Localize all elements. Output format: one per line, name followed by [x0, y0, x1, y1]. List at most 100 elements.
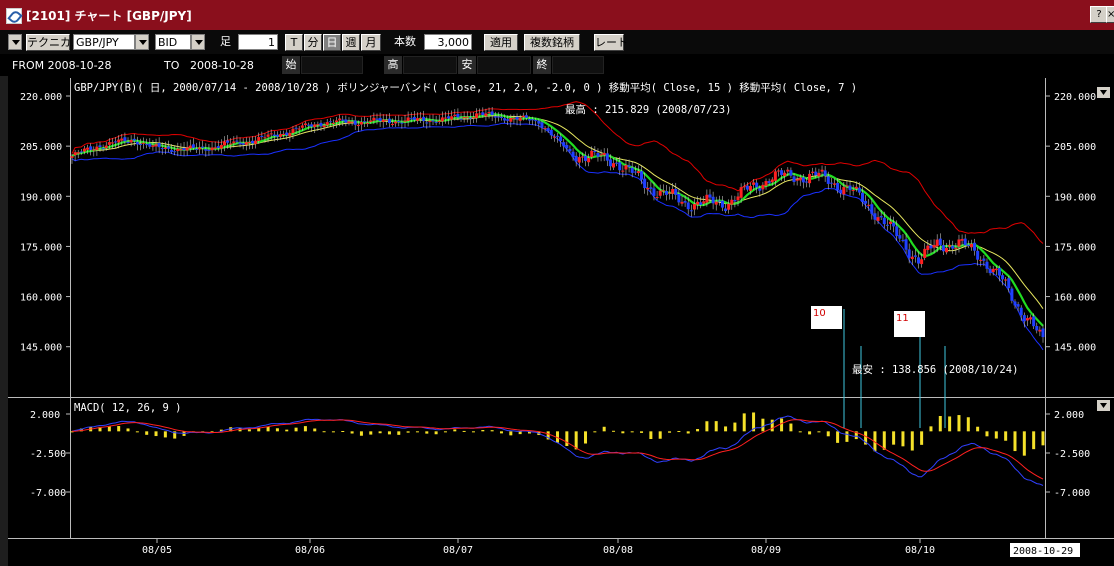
close-label: 終: [533, 56, 551, 74]
candle-body: [459, 118, 463, 120]
macd-chart-header: MACD( 12, 26, 9 ): [74, 402, 181, 414]
candle-body: [350, 121, 354, 123]
candle-body: [431, 120, 435, 122]
candle-body: [692, 204, 696, 210]
candle-body: [988, 268, 992, 274]
candle-body: [1041, 328, 1045, 338]
multi-symbol-button[interactable]: 複数銘柄: [524, 34, 580, 51]
candle-body: [973, 242, 977, 251]
close-button[interactable]: ×: [1106, 6, 1114, 23]
candle-body: [898, 235, 902, 239]
macd-histogram-bar: [163, 431, 167, 438]
candle-body: [860, 192, 864, 202]
candle-body: [123, 137, 127, 142]
interval-input[interactable]: 1: [238, 34, 278, 50]
unit-tick-button[interactable]: T: [285, 34, 303, 51]
candle-body: [222, 141, 226, 146]
candle-body: [288, 132, 292, 137]
candle-body: [587, 158, 591, 163]
candle-body: [232, 141, 236, 144]
candle-body: [811, 171, 815, 173]
rate-button[interactable]: レート: [594, 34, 628, 51]
high-label: 高: [384, 56, 402, 74]
candle-body: [409, 118, 413, 120]
low-label: 安: [458, 56, 476, 74]
candle-body: [602, 153, 606, 156]
candle-body: [761, 184, 765, 190]
macd-histogram-bar: [556, 431, 559, 443]
macd-histogram-bar: [387, 431, 391, 435]
candle-body: [661, 190, 665, 192]
candle-body: [997, 268, 1001, 276]
macd-histogram-bar: [649, 431, 653, 440]
candle-body: [294, 127, 298, 129]
candle-body: [966, 244, 970, 246]
candle-body: [260, 135, 264, 137]
macd-histogram-bar: [471, 431, 475, 433]
candle-body: [257, 137, 261, 141]
candle-body: [238, 142, 242, 145]
candle-body: [428, 120, 432, 122]
apply-button[interactable]: 適用: [484, 34, 518, 51]
candle-body: [126, 141, 130, 143]
price-axis-label-right: 175.000: [1054, 242, 1096, 253]
candle-body: [948, 244, 952, 247]
candle-body: [462, 117, 466, 119]
candle-body: [923, 248, 927, 259]
price-type-dropdown-icon[interactable]: [191, 34, 205, 50]
candle-body: [366, 122, 370, 124]
macd-histogram-bar: [294, 427, 298, 432]
macd-histogram-bar: [509, 431, 513, 436]
candle-body: [895, 226, 899, 237]
candle-body: [817, 172, 821, 177]
macd-histogram-bar: [1013, 431, 1017, 452]
macd-histogram-bar: [117, 426, 121, 432]
macd-axis-label-left: -2.500: [30, 449, 66, 460]
candle-body: [1007, 278, 1011, 289]
candle-body: [755, 182, 759, 188]
candle-body: [272, 134, 276, 136]
symbol-select[interactable]: GBP/JPY: [73, 34, 135, 50]
marker-11-box: [894, 311, 925, 337]
candle-body: [70, 156, 74, 158]
candle-body: [1019, 307, 1023, 316]
candle-body: [145, 144, 149, 146]
candle-body: [646, 187, 650, 190]
macd-histogram-bar: [369, 431, 373, 435]
date-axis-label: 08/05: [142, 545, 172, 556]
symbol-dropdown-icon[interactable]: [135, 34, 149, 50]
macd-axis-label-right: -7.000: [1054, 488, 1090, 499]
candle-body: [275, 134, 279, 137]
candle-body: [95, 146, 99, 151]
macd-histogram-bar: [126, 428, 130, 432]
macd-histogram-bar: [1032, 431, 1036, 450]
date-axis-label: 08/07: [443, 545, 473, 556]
candle-body: [282, 133, 286, 135]
macd-histogram-bar: [350, 431, 354, 434]
unit-minute-button[interactable]: 分: [304, 34, 322, 51]
macd-histogram-bar: [406, 431, 410, 433]
unit-month-button[interactable]: 月: [361, 34, 381, 51]
macd-histogram-bar: [593, 431, 597, 433]
price-chart[interactable]: 220.000 220.000 205.000 205.000 190.000 190.0…: [0, 76, 1114, 566]
candle-body: [378, 117, 382, 122]
macd-histogram-bar: [247, 429, 251, 432]
macd-histogram-bar: [658, 431, 662, 439]
macd-histogram-bar: [378, 431, 382, 434]
candle-body: [384, 119, 388, 121]
candle-body: [941, 245, 945, 252]
candle-body: [313, 124, 317, 128]
unit-day-button[interactable]: 日: [323, 34, 341, 51]
count-input[interactable]: 3,000: [424, 34, 472, 50]
price-type-select[interactable]: BID: [155, 34, 191, 50]
macd-histogram-bar: [574, 431, 578, 450]
candle-body: [400, 122, 404, 124]
unit-week-button[interactable]: 週: [342, 34, 360, 51]
candle-body: [546, 128, 550, 131]
candle-body: [758, 188, 762, 191]
macd-histogram-bar: [677, 431, 681, 433]
mode-select[interactable]: テクニカル: [26, 34, 82, 51]
menu-dropdown-icon[interactable]: [8, 34, 22, 50]
candle-body: [689, 210, 693, 212]
candle-body: [443, 117, 447, 119]
